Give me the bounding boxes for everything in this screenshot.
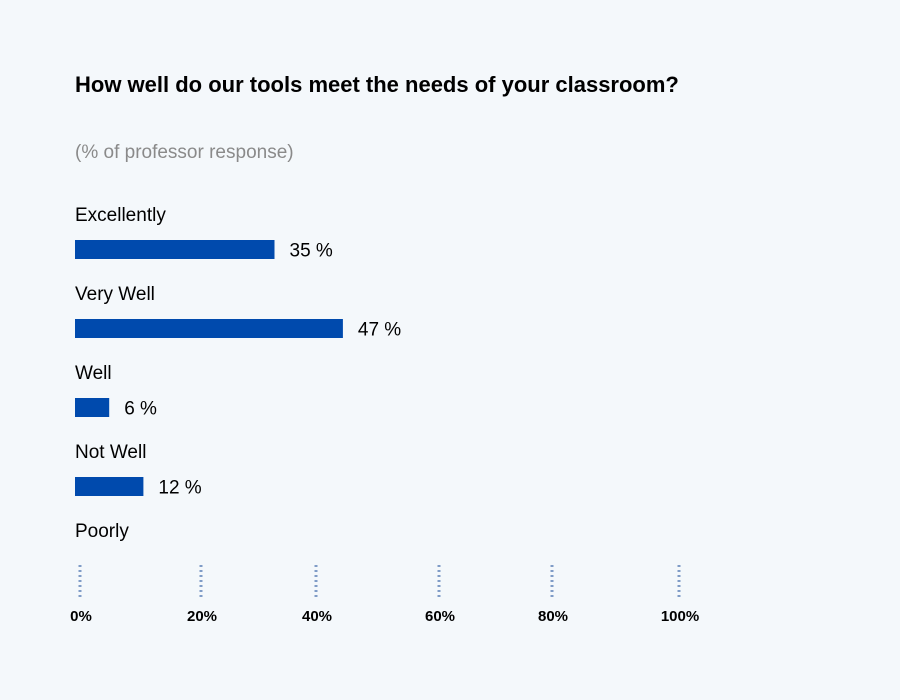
chart-title: How well do our tools meet the needs of … — [75, 72, 679, 97]
data-label: 47 % — [358, 320, 401, 341]
category-label: Poorly — [75, 521, 129, 542]
data-label: 6 % — [124, 399, 157, 420]
category-label: Excellently — [75, 205, 166, 226]
category-label: Well — [75, 363, 112, 384]
bar — [75, 398, 110, 417]
data-label: 12 % — [158, 478, 201, 499]
x-tick-label: 100% — [661, 608, 699, 625]
x-tick-label: 0% — [70, 608, 92, 625]
chart-subtitle: (% of professor response) — [75, 142, 294, 163]
bar — [75, 319, 343, 338]
x-axis: 0% 20% 40% 60% 80% 100% — [70, 565, 699, 625]
x-tick-label: 40% — [302, 608, 332, 625]
category-label: Not Well — [75, 442, 146, 463]
bar — [75, 240, 275, 259]
x-tick-label: 20% — [187, 608, 217, 625]
bar — [75, 477, 144, 496]
x-tick-label: 80% — [538, 608, 568, 625]
data-label: 35 % — [290, 241, 333, 262]
category-label: Very Well — [75, 284, 155, 305]
bars-layer: Excellently 35 % Very Well 47 % Well 6 % Not W… — [75, 205, 401, 542]
x-tick-label: 60% — [425, 608, 455, 625]
